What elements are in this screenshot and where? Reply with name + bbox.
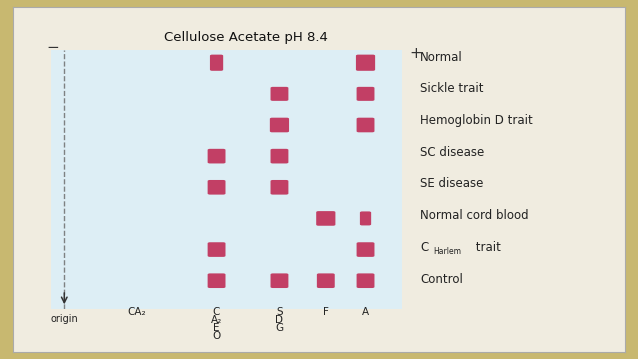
Text: Sickle trait: Sickle trait <box>420 82 484 95</box>
FancyBboxPatch shape <box>357 87 375 101</box>
FancyBboxPatch shape <box>207 274 225 288</box>
FancyBboxPatch shape <box>271 87 288 101</box>
Text: trait: trait <box>472 241 501 254</box>
Text: SC disease: SC disease <box>420 146 484 159</box>
FancyBboxPatch shape <box>270 118 289 132</box>
Text: Cellulose Acetate pH 8.4: Cellulose Acetate pH 8.4 <box>163 31 327 44</box>
Text: A₂: A₂ <box>211 315 222 325</box>
Text: O: O <box>212 331 221 341</box>
FancyBboxPatch shape <box>210 55 223 71</box>
Text: Control: Control <box>420 272 463 286</box>
FancyBboxPatch shape <box>360 211 371 225</box>
Text: G: G <box>276 323 283 333</box>
FancyBboxPatch shape <box>356 55 375 71</box>
FancyBboxPatch shape <box>357 118 375 132</box>
FancyBboxPatch shape <box>357 242 375 257</box>
Text: origin: origin <box>50 314 78 324</box>
Text: E: E <box>213 323 220 333</box>
FancyBboxPatch shape <box>207 149 225 163</box>
Text: C: C <box>420 241 428 254</box>
FancyBboxPatch shape <box>357 274 375 288</box>
Text: −: − <box>47 40 59 55</box>
Text: F: F <box>323 307 329 317</box>
FancyBboxPatch shape <box>207 242 225 257</box>
Text: CA₂: CA₂ <box>128 307 147 317</box>
Text: Hemoglobin D trait: Hemoglobin D trait <box>420 114 533 127</box>
FancyBboxPatch shape <box>271 149 288 163</box>
Text: D: D <box>276 315 283 325</box>
FancyBboxPatch shape <box>207 180 225 195</box>
Text: S: S <box>276 307 283 317</box>
Text: +: + <box>410 46 422 61</box>
FancyBboxPatch shape <box>271 274 288 288</box>
FancyBboxPatch shape <box>317 274 335 288</box>
Text: SE disease: SE disease <box>420 177 484 191</box>
Text: Normal cord blood: Normal cord blood <box>420 209 529 222</box>
Text: Normal: Normal <box>420 51 463 64</box>
Text: C: C <box>213 307 220 317</box>
Text: A: A <box>362 307 369 317</box>
FancyBboxPatch shape <box>316 211 336 226</box>
Text: Harlem: Harlem <box>434 247 461 256</box>
FancyBboxPatch shape <box>271 180 288 195</box>
